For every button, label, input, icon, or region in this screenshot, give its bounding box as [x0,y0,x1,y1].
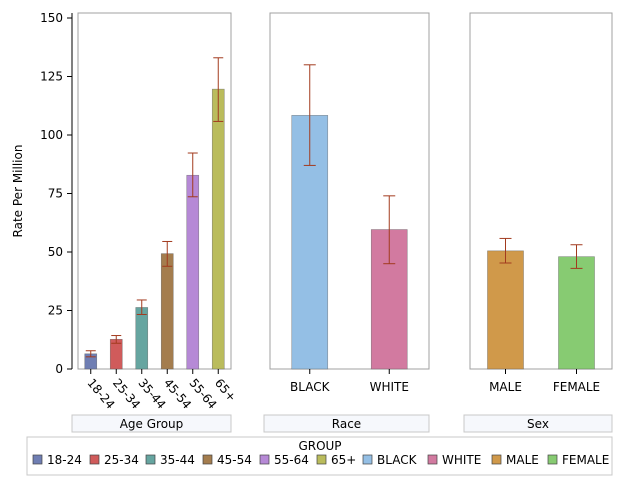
x-tick-label: FEMALE [553,380,600,394]
y-tick-label: 0 [55,362,63,376]
y-tick-label: 100 [40,128,63,142]
legend-label: 18-24 [47,453,82,467]
bar [186,174,200,370]
legend-label: WHITE [442,453,481,467]
bar [487,250,524,370]
panel-frame [269,12,430,370]
y-tick-label: 50 [48,245,63,259]
legend-swatch [89,454,100,465]
legend-swatch [202,454,213,465]
panel-sex: MALE FEMALE Sex [463,12,613,433]
panel-label: Age Group [120,417,184,431]
bar [160,253,174,370]
panel-race: BLACK WHITE Race [263,12,430,433]
x-tick-label: MALE [489,380,522,394]
y-tick-label: 125 [40,70,63,84]
y-tick-label: 75 [48,187,63,201]
panel-label-box [263,414,430,433]
legend-label: 35-44 [160,453,195,467]
legend-swatch [547,454,558,465]
panel-label: Sex [527,417,549,431]
legend: GROUP 18-24 25-34 35-44 45-54 55-64 65+ BLACK W… [26,436,613,476]
legend-swatch [145,454,156,465]
x-tick-label: 45-54 [161,376,194,412]
legend-label: 55-64 [274,453,309,467]
legend-title: GROUP [298,439,341,453]
y-tick-label: 25 [48,304,63,318]
legend-entry: FEMALE [547,453,609,467]
panel-label-box [463,414,613,433]
legend-swatch [427,454,438,465]
x-tick-label: 18-24 [84,376,117,412]
bar [135,307,149,370]
bar [558,256,595,370]
y-axis: 0 25 50 75 100 125 150 [40,11,73,376]
legend-entry: 45-54 [202,453,252,467]
legend-entry: 25-34 [89,453,139,467]
x-tick-label: 55-64 [186,376,219,412]
panel-label: Race [332,417,361,431]
legend-swatch [316,454,327,465]
legend-label: BLACK [377,453,418,467]
x-tick-label: 35-44 [135,376,168,412]
y-axis-label: Rate Per Million [11,145,25,238]
legend-entry: MALE [491,453,539,467]
legend-swatch [362,454,373,465]
panel-frame [469,12,613,370]
bar [211,88,225,370]
x-tick-label: BLACK [290,380,331,394]
panel-label-box [71,414,232,433]
legend-entry: 65+ [316,453,356,467]
y-tick-label: 150 [40,11,63,25]
legend-label: FEMALE [562,453,609,467]
legend-swatch [491,454,502,465]
legend-label: 25-34 [104,453,139,467]
legend-label: 45-54 [217,453,252,467]
legend-entry: 35-44 [145,453,195,467]
legend-entry: 55-64 [259,453,309,467]
x-tick-label: 25-34 [110,376,143,412]
legend-swatch [259,454,270,465]
legend-entry: WHITE [427,453,481,467]
legend-entry: BLACK [362,453,418,467]
legend-label: 65+ [331,453,356,467]
legend-label: MALE [506,453,539,467]
x-tick-label: WHITE [370,380,409,394]
legend-entry: 18-24 [32,453,82,467]
panel-frame [77,12,232,370]
legend-swatch [32,454,43,465]
